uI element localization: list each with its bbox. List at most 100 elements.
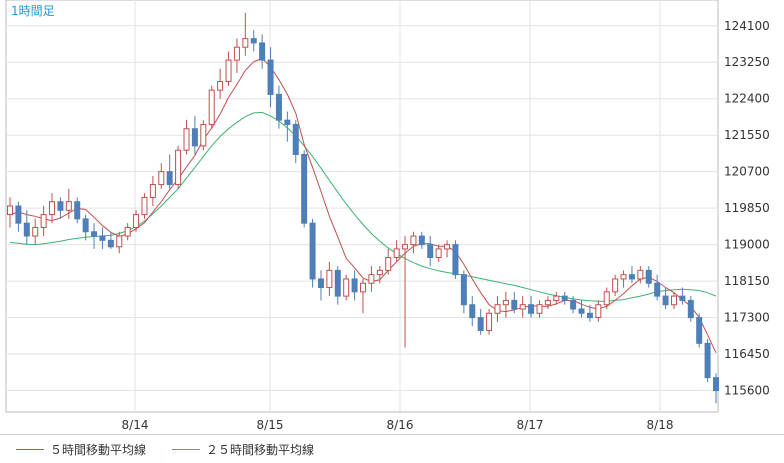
candle: [570, 296, 577, 314]
y-tick-label: 124100: [724, 19, 770, 33]
candle-body: [250, 38, 257, 44]
candle: [637, 266, 644, 284]
candle: [149, 175, 156, 206]
candle: [74, 197, 81, 224]
y-tick-label: 120700: [724, 165, 770, 179]
candle: [603, 287, 610, 309]
candle-body: [343, 278, 350, 297]
legend-label-ma25: ２５時間移動平均線: [206, 443, 315, 457]
candle: [15, 201, 22, 232]
candle-body: [208, 89, 215, 125]
candle-body: [469, 304, 476, 319]
candle-body: [124, 226, 131, 237]
candle: [284, 111, 291, 142]
candle: [494, 296, 501, 322]
candle-body: [7, 205, 13, 216]
candle-body: [544, 299, 551, 306]
candle-body: [57, 201, 64, 211]
candle-body: [225, 59, 232, 83]
candle-body: [704, 342, 711, 379]
candle: [49, 193, 56, 224]
candle-body: [444, 244, 451, 250]
candles: [7, 12, 719, 404]
candle-body: [486, 312, 493, 331]
candle-body: [561, 295, 568, 301]
candle-body: [149, 184, 156, 198]
candle-body: [494, 304, 501, 314]
candle: [259, 34, 266, 69]
candle: [292, 120, 299, 164]
candle-body: [402, 244, 409, 250]
candle-body: [452, 244, 459, 276]
candle-body: [267, 59, 274, 95]
legend-item-ma25: ２５時間移動平均線: [172, 441, 314, 458]
candle: [502, 291, 509, 318]
candle: [654, 274, 661, 301]
candle: [351, 270, 358, 301]
candle-body: [637, 269, 644, 280]
candle-body: [570, 299, 577, 310]
candle-body: [74, 201, 81, 220]
candle: [225, 51, 232, 86]
candle: [410, 231, 417, 254]
candle-body: [595, 304, 602, 319]
candle-body: [32, 226, 39, 237]
candle: [107, 231, 114, 249]
candle: [275, 85, 282, 129]
candle-body: [645, 269, 652, 284]
candle-body: [326, 269, 333, 289]
candle-body: [628, 274, 635, 280]
candle-body: [158, 171, 165, 186]
candle: [158, 163, 165, 189]
candle: [32, 218, 39, 245]
candle-body: [418, 235, 425, 246]
legend-label-ma5: ５時間移動平均線: [50, 443, 147, 457]
candle-body: [410, 235, 417, 246]
candle-body: [91, 231, 98, 237]
candle: [393, 240, 400, 262]
candle-body: [351, 278, 358, 293]
candle-body: [183, 128, 190, 151]
candle-body: [191, 128, 198, 147]
y-tick-label: 119850: [724, 201, 770, 215]
candle-body: [200, 123, 207, 147]
candle: [124, 223, 131, 241]
candle: [578, 300, 585, 318]
candle: [208, 85, 215, 129]
candle: [511, 291, 518, 314]
candle: [82, 214, 89, 241]
candle: [99, 227, 106, 249]
x-tick-label: 8/16: [387, 418, 414, 432]
candle: [301, 150, 308, 228]
legend-swatch-ma25: [172, 449, 200, 450]
candle-body: [578, 308, 585, 314]
candle-body: [40, 214, 47, 228]
candle: [166, 154, 173, 189]
candle: [553, 291, 560, 305]
y-tick-label: 121550: [724, 128, 770, 142]
candle-body: [528, 304, 535, 314]
candle: [544, 296, 551, 309]
candle: [360, 278, 366, 314]
candle: [586, 304, 593, 322]
candle: [57, 197, 64, 219]
candle-body: [309, 222, 316, 280]
candle-body: [317, 278, 324, 289]
candle: [696, 313, 703, 348]
candle: [561, 291, 568, 305]
candle-body: [603, 291, 610, 306]
plot-area: [5, 0, 719, 413]
candle: [40, 206, 47, 237]
legend-item-ma5: ５時間移動平均線: [16, 441, 146, 458]
candle-body: [233, 46, 240, 61]
y-tick-label: 118150: [724, 274, 770, 288]
candle-body: [49, 201, 56, 216]
candle: [486, 309, 493, 335]
candle-body: [511, 299, 518, 310]
candle: [452, 240, 459, 279]
y-tick-label: 123250: [724, 55, 770, 69]
candle-body: [713, 377, 719, 392]
candle: [217, 68, 224, 99]
candle: [645, 266, 652, 288]
candle-body: [259, 42, 266, 61]
